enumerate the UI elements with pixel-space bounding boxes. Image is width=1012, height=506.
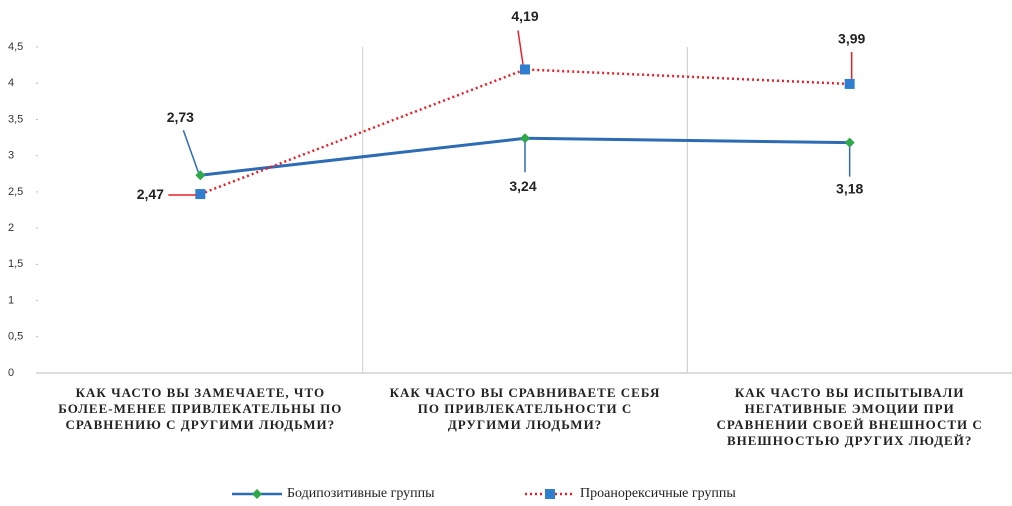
y-tick-label: 4 xyxy=(8,77,14,89)
x-tick-label: КАК ЧАСТО ВЫ ЗАМЕЧАЕТЕ, ЧТО БОЛЕЕ-МЕНЕЕ … xyxy=(58,385,343,432)
legend-marker xyxy=(545,489,555,499)
y-tick-label: 2 xyxy=(8,222,14,234)
marker xyxy=(195,189,206,200)
value-label: 2,47 xyxy=(137,186,164,202)
y-tick-label: 4,5 xyxy=(8,41,23,53)
leader-line xyxy=(517,30,524,65)
x-tick-label: КАК ЧАСТО ВЫ ИСПЫТЫВАЛИ НЕГАТИВНЫЕ ЭМОЦИ… xyxy=(716,385,983,448)
value-label: 4,19 xyxy=(511,8,538,24)
y-tick-label: 3,5 xyxy=(8,113,23,125)
value-label: 2,73 xyxy=(167,109,194,125)
y-tick-label: 1 xyxy=(8,294,14,306)
marker xyxy=(844,78,855,89)
marker xyxy=(520,133,530,144)
series-line xyxy=(199,68,850,196)
value-label: 3,24 xyxy=(509,178,536,194)
marker xyxy=(520,64,530,75)
value-label: 3,99 xyxy=(838,31,865,47)
y-tick-label: 1,5 xyxy=(8,258,23,270)
y-tick-label: 2,5 xyxy=(8,186,23,198)
leader-line xyxy=(182,129,200,173)
y-tick-label: 0 xyxy=(8,367,14,379)
x-tick-label: КАК ЧАСТО ВЫ СРАВНИВАЕТЕ СЕБЯ ПО ПРИВЛЕК… xyxy=(389,385,661,432)
marker xyxy=(195,170,206,181)
y-tick-label: 3 xyxy=(8,150,14,162)
legend-label: Бодипозитивные группы xyxy=(287,486,435,501)
y-tick-label: 0,5 xyxy=(8,331,23,343)
value-label: 3,18 xyxy=(836,180,863,196)
marker xyxy=(844,137,855,148)
legend-marker xyxy=(252,489,262,499)
legend-label: Проанорексичные группы xyxy=(580,486,736,501)
